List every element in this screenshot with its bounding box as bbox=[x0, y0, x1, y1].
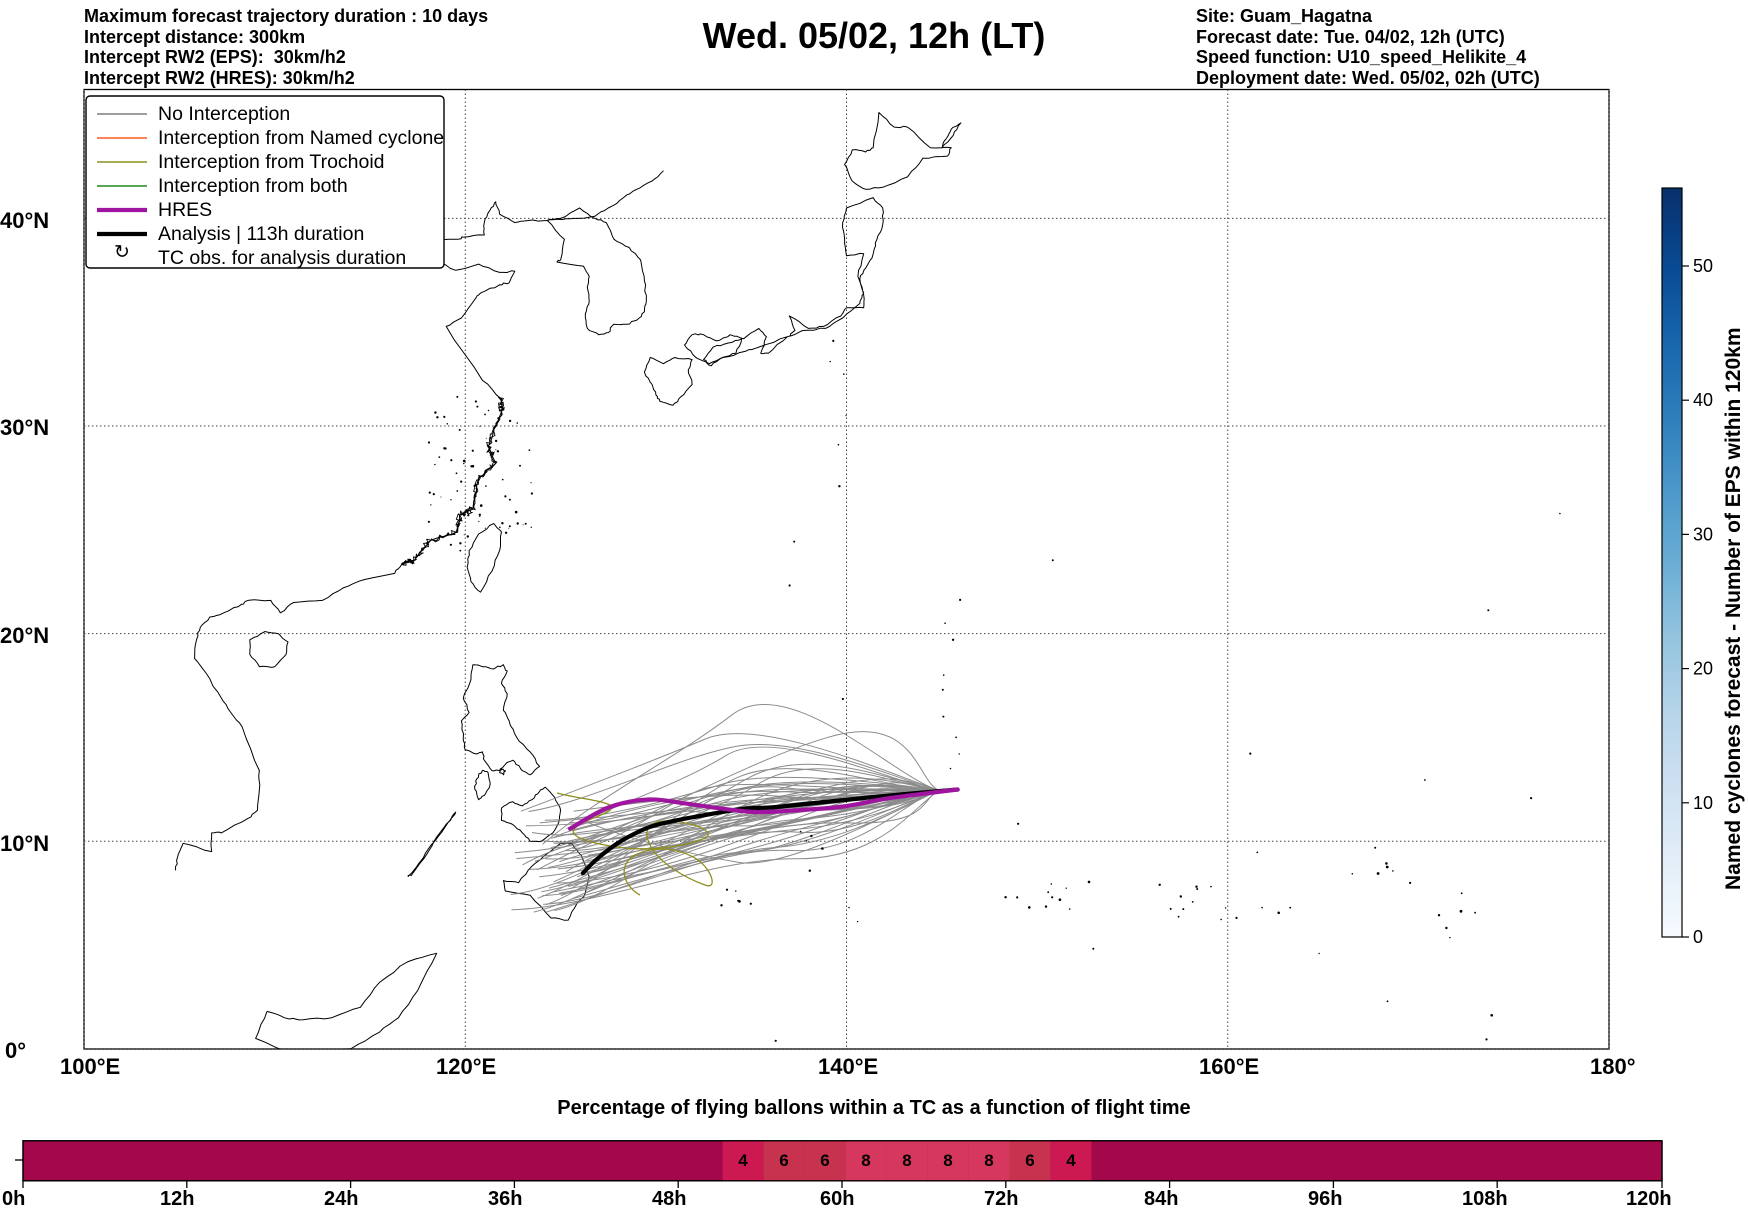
svg-text:120h: 120h bbox=[1626, 1188, 1672, 1210]
svg-text:48h: 48h bbox=[652, 1188, 686, 1210]
svg-text:8: 8 bbox=[984, 1151, 993, 1170]
svg-text:6: 6 bbox=[1025, 1151, 1034, 1170]
svg-text:108h: 108h bbox=[1462, 1188, 1508, 1210]
svg-text:6: 6 bbox=[779, 1151, 788, 1170]
svg-text:4: 4 bbox=[1066, 1151, 1076, 1170]
svg-text:4: 4 bbox=[738, 1151, 748, 1170]
svg-text:0h: 0h bbox=[2, 1188, 25, 1210]
svg-text:6: 6 bbox=[820, 1151, 829, 1170]
svg-text:8: 8 bbox=[943, 1151, 952, 1170]
svg-text:8: 8 bbox=[861, 1151, 870, 1170]
svg-text:36h: 36h bbox=[488, 1188, 522, 1210]
svg-text:84h: 84h bbox=[1144, 1188, 1178, 1210]
svg-text:60h: 60h bbox=[820, 1188, 854, 1210]
svg-text:72h: 72h bbox=[984, 1188, 1018, 1210]
svg-text:8: 8 bbox=[902, 1151, 911, 1170]
svg-text:96h: 96h bbox=[1308, 1188, 1342, 1210]
svg-text:12h: 12h bbox=[160, 1188, 194, 1210]
svg-text:24h: 24h bbox=[324, 1188, 358, 1210]
